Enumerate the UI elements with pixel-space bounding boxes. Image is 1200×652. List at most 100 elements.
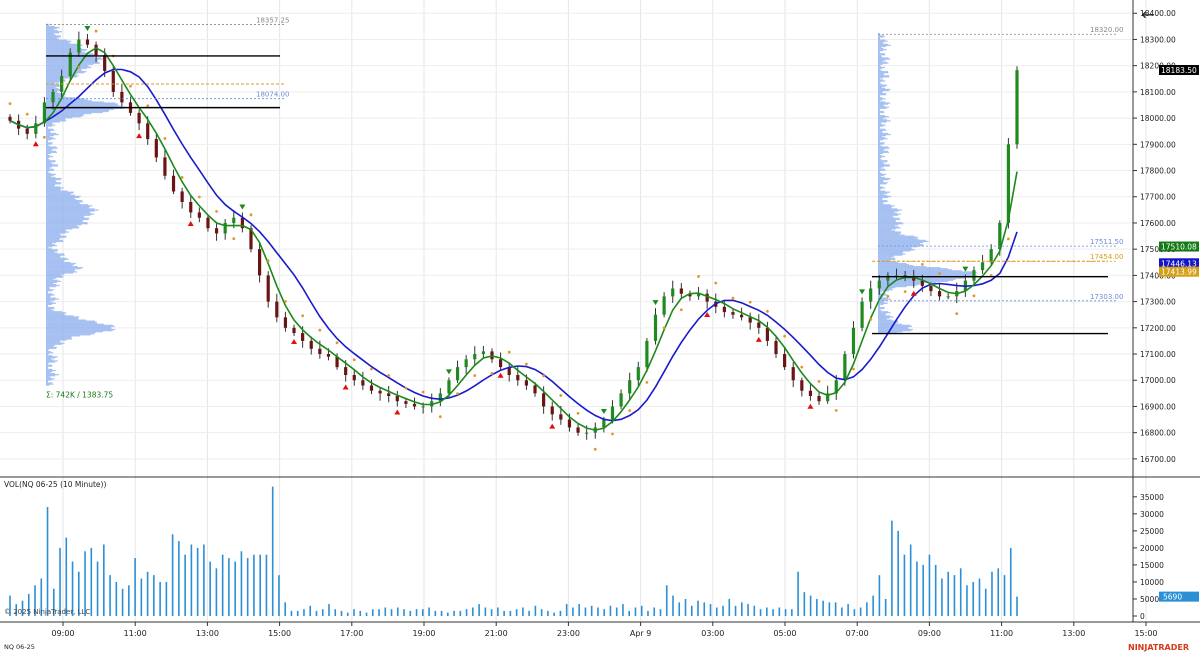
y-tick-label: 17100.00 bbox=[1140, 350, 1176, 359]
profile-bar bbox=[46, 236, 67, 238]
profile-bar bbox=[46, 277, 57, 279]
volume-bar bbox=[847, 604, 849, 616]
profile-bar bbox=[46, 372, 55, 375]
profile-bar bbox=[878, 236, 918, 238]
profile-bar bbox=[46, 75, 79, 77]
volume-bar bbox=[841, 607, 843, 616]
profile-bar bbox=[878, 206, 893, 208]
profile-bar bbox=[46, 276, 63, 278]
candle-body bbox=[326, 354, 331, 357]
volume-bar bbox=[509, 610, 512, 616]
profile-bar bbox=[46, 35, 61, 37]
candle-body bbox=[602, 419, 606, 428]
psar-dot bbox=[714, 281, 718, 285]
candle-body bbox=[1006, 144, 1010, 223]
profile-bar bbox=[46, 365, 53, 367]
candle-body bbox=[154, 139, 158, 158]
profile-bar bbox=[878, 131, 883, 134]
volume-bar bbox=[828, 602, 831, 616]
volume-bar bbox=[709, 604, 712, 616]
profile-bar bbox=[46, 145, 50, 147]
profile-bar bbox=[46, 143, 52, 145]
volume-bar bbox=[46, 507, 49, 616]
volume-bar bbox=[234, 561, 236, 616]
profile-bar bbox=[878, 36, 884, 38]
volume-bar bbox=[928, 554, 931, 616]
profile-bar bbox=[878, 63, 883, 65]
profile-bar bbox=[878, 69, 882, 72]
candle-body bbox=[912, 278, 916, 281]
profile-bar bbox=[46, 156, 50, 159]
profile-bar bbox=[46, 383, 54, 385]
volume-bar bbox=[834, 602, 837, 616]
profile-bar bbox=[46, 79, 66, 81]
candle-body bbox=[817, 395, 821, 402]
profile-bar bbox=[46, 377, 51, 379]
psar-dot bbox=[404, 386, 408, 390]
sell-marker bbox=[239, 204, 246, 210]
psar-dot bbox=[490, 372, 494, 375]
volume-bar bbox=[253, 554, 255, 616]
profile-bar bbox=[46, 311, 63, 313]
profile-bar bbox=[878, 106, 889, 108]
y-tick-label: 17000.00 bbox=[1140, 376, 1176, 385]
profile-bar bbox=[46, 224, 82, 226]
profile-bar bbox=[46, 89, 63, 92]
profile-bar bbox=[46, 312, 67, 314]
candle-body bbox=[249, 228, 253, 250]
profile-bar bbox=[46, 302, 56, 305]
profile-bar bbox=[878, 324, 911, 327]
profile-bar bbox=[878, 235, 915, 237]
copyright-text: © 2025 NinjaTrader, LLC bbox=[4, 608, 90, 616]
profile-bar bbox=[46, 310, 54, 312]
buy-marker bbox=[291, 338, 298, 344]
profile-bar bbox=[46, 270, 75, 272]
profile-bar bbox=[878, 56, 883, 58]
psar-dot bbox=[249, 213, 253, 217]
profile-bar bbox=[46, 172, 52, 174]
psar-dot bbox=[421, 390, 425, 394]
ma-slow-price-label-bg bbox=[1159, 258, 1199, 269]
profile-bar bbox=[878, 318, 887, 320]
candle-body bbox=[412, 403, 417, 407]
profile-bar bbox=[878, 61, 887, 63]
profile-bar bbox=[878, 314, 886, 316]
buy-marker bbox=[549, 423, 556, 429]
profile-bar bbox=[878, 75, 890, 77]
volume-bar bbox=[40, 578, 43, 616]
candle-body bbox=[576, 427, 580, 433]
volume-bar bbox=[665, 585, 668, 616]
profile-bar bbox=[878, 88, 891, 91]
volume-bar bbox=[309, 605, 312, 616]
volume-bar bbox=[778, 607, 781, 616]
profile-bar bbox=[878, 274, 974, 276]
profile-bar bbox=[878, 264, 914, 267]
psar-dot bbox=[559, 394, 563, 397]
profile-bar bbox=[878, 306, 885, 309]
profile-bar bbox=[46, 216, 85, 219]
profile-bar bbox=[878, 122, 881, 124]
profile-bar bbox=[46, 178, 61, 181]
profile-bar bbox=[46, 272, 74, 274]
y-tick-label: 17400.00 bbox=[1140, 271, 1176, 280]
profile-bar bbox=[878, 196, 889, 199]
profile-bar bbox=[46, 256, 61, 258]
profile-bar bbox=[878, 323, 903, 325]
volume-bar bbox=[1003, 575, 1006, 616]
volume-bar bbox=[165, 581, 168, 616]
profile-bar bbox=[46, 367, 48, 370]
profile-bar bbox=[46, 362, 49, 364]
profile-bar bbox=[878, 115, 886, 117]
profile-bar bbox=[46, 264, 73, 267]
candle-body bbox=[197, 212, 201, 218]
profile-bar bbox=[46, 208, 95, 210]
back-arrow-icon[interactable]: ← bbox=[1141, 4, 1155, 24]
volume-bar bbox=[440, 610, 443, 616]
profile-bar bbox=[878, 152, 884, 155]
volume-bar bbox=[753, 605, 756, 616]
profile-bar bbox=[46, 250, 58, 252]
profile-bar bbox=[46, 294, 55, 296]
profile-bar bbox=[46, 163, 53, 165]
profile-bar bbox=[46, 159, 50, 161]
profile-bar bbox=[46, 257, 67, 259]
